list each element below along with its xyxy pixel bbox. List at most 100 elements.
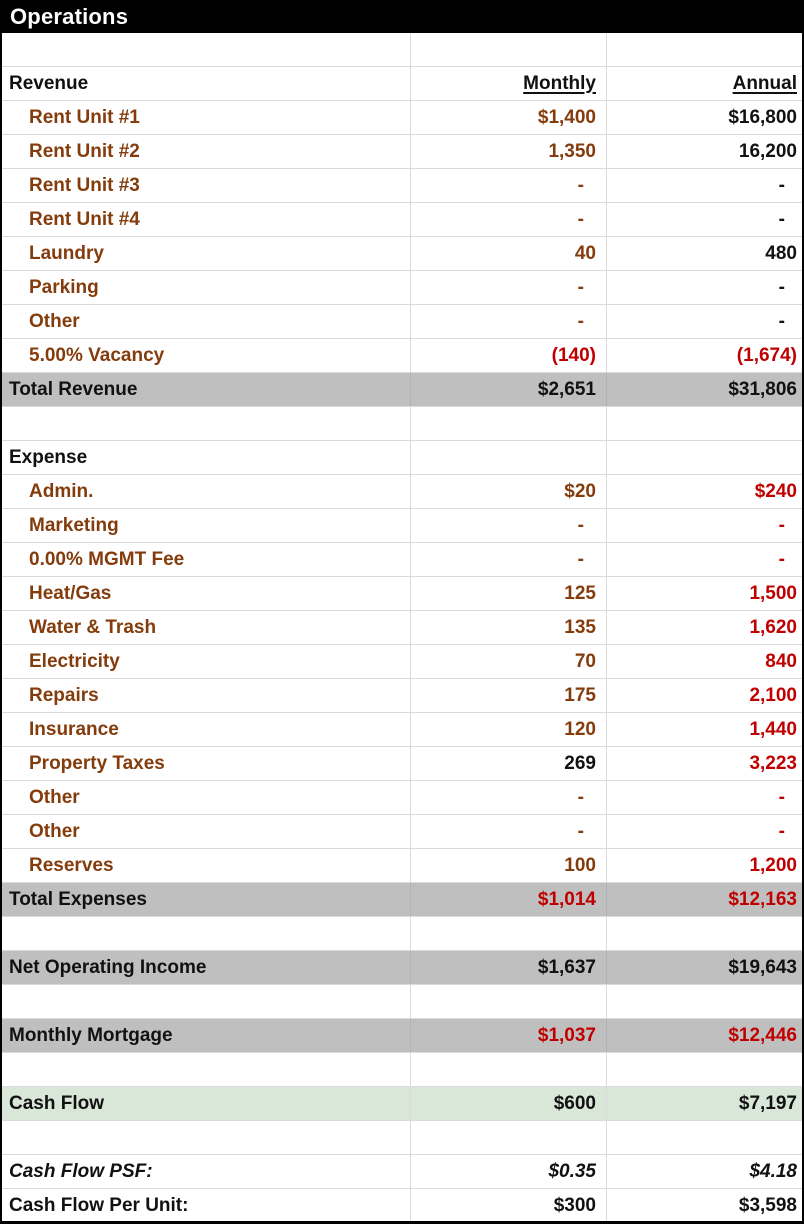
row-label-cell[interactable]: Other	[29, 310, 80, 332]
row-label-cell[interactable]: Laundry	[29, 242, 104, 264]
annual-value-cell[interactable]: $12,163	[606, 883, 802, 916]
annual-value-cell[interactable]: $19,643	[606, 951, 802, 984]
monthly-value-cell[interactable]: -	[410, 781, 606, 814]
annual-value-cell[interactable]: 3,223	[606, 747, 802, 780]
monthly-value-cell[interactable]	[410, 917, 606, 950]
monthly-value-cell[interactable]: 135	[410, 611, 606, 644]
annual-value-cell[interactable]	[606, 407, 802, 440]
annual-value-cell[interactable]	[606, 1053, 802, 1086]
annual-value-cell[interactable]: 1,620	[606, 611, 802, 644]
sheet-title-bar[interactable]: Operations	[2, 0, 802, 33]
annual-value-cell[interactable]: 480	[606, 237, 802, 270]
monthly-value-cell[interactable]: -	[410, 203, 606, 236]
monthly-value-cell[interactable]: -	[410, 509, 606, 542]
annual-value-cell[interactable]: -	[606, 203, 802, 236]
monthly-value-cell[interactable]: 100	[410, 849, 606, 882]
row-label-cell[interactable]	[2, 1121, 410, 1154]
monthly-value-cell[interactable]: (140)	[410, 339, 606, 372]
annual-value-cell[interactable]: -	[606, 509, 802, 542]
monthly-value-cell[interactable]: Monthly	[410, 67, 606, 100]
annual-value-cell[interactable]: 840	[606, 645, 802, 678]
monthly-value-cell[interactable]	[410, 985, 606, 1018]
monthly-value-cell[interactable]: 175	[410, 679, 606, 712]
monthly-value-cell[interactable]: 269	[410, 747, 606, 780]
monthly-value-cell[interactable]: $1,037	[410, 1019, 606, 1052]
monthly-value-cell[interactable]: 40	[410, 237, 606, 270]
row-label-cell[interactable]: Other	[29, 820, 80, 842]
row-label-cell[interactable]: Expense	[9, 446, 88, 468]
annual-value-cell[interactable]	[606, 33, 802, 66]
row-label-cell[interactable]: Cash Flow	[9, 1092, 105, 1114]
monthly-value-cell[interactable]	[410, 1121, 606, 1154]
row-label-cell[interactable]: Water & Trash	[29, 616, 157, 638]
annual-value-cell[interactable]: 2,100	[606, 679, 802, 712]
annual-value-cell[interactable]: 16,200	[606, 135, 802, 168]
monthly-value-cell[interactable]: -	[410, 305, 606, 338]
row-label-cell[interactable]: Electricity	[29, 650, 120, 672]
annual-value-cell[interactable]: -	[606, 543, 802, 576]
row-label-cell[interactable]: Marketing	[29, 514, 119, 536]
row-label-cell[interactable]: Insurance	[29, 718, 119, 740]
monthly-value-cell[interactable]: 70	[410, 645, 606, 678]
annual-value-cell[interactable]: -	[606, 169, 802, 202]
annual-value-cell[interactable]: $4.18	[606, 1155, 802, 1188]
monthly-value-cell[interactable]	[410, 33, 606, 66]
annual-value-cell[interactable]: -	[606, 305, 802, 338]
annual-value-cell[interactable]: $31,806	[606, 373, 802, 406]
row-label-cell[interactable]	[2, 33, 410, 66]
row-label-cell[interactable]: Total Expenses	[9, 888, 147, 910]
monthly-value-cell[interactable]: -	[410, 815, 606, 848]
row-label-cell[interactable]	[2, 1053, 410, 1086]
monthly-value-cell[interactable]: -	[410, 169, 606, 202]
annual-value-cell[interactable]	[606, 441, 802, 474]
monthly-value-cell[interactable]: $1,637	[410, 951, 606, 984]
annual-value-cell[interactable]: -	[606, 271, 802, 304]
row-label-cell[interactable]: 5.00% Vacancy	[29, 344, 165, 366]
monthly-value-cell[interactable]: 1,350	[410, 135, 606, 168]
row-label-cell[interactable]: Parking	[29, 276, 99, 298]
row-label-cell[interactable]: Monthly Mortgage	[9, 1024, 173, 1046]
monthly-value-cell[interactable]: -	[410, 543, 606, 576]
row-label-cell[interactable]	[2, 407, 410, 440]
row-label-cell[interactable]: Other	[29, 786, 80, 808]
annual-value-cell[interactable]: 1,200	[606, 849, 802, 882]
monthly-value-cell[interactable]	[410, 1053, 606, 1086]
monthly-value-cell[interactable]: $1,400	[410, 101, 606, 134]
row-label-cell[interactable]: Total Revenue	[9, 378, 138, 400]
annual-value-cell[interactable]: 1,500	[606, 577, 802, 610]
row-label-cell[interactable]: Admin.	[29, 480, 94, 502]
monthly-value-cell[interactable]	[410, 441, 606, 474]
row-label-cell[interactable]: Cash Flow PSF:	[9, 1160, 153, 1182]
monthly-value-cell[interactable]: $20	[410, 475, 606, 508]
annual-value-cell[interactable]: $7,197	[606, 1087, 802, 1120]
annual-value-cell[interactable]: $12,446	[606, 1019, 802, 1052]
monthly-value-cell[interactable]: $1,014	[410, 883, 606, 916]
row-label-cell[interactable]: Net Operating Income	[9, 956, 207, 978]
row-label-cell[interactable]: Cash Flow Per Unit:	[9, 1194, 189, 1216]
annual-value-cell[interactable]	[606, 917, 802, 950]
row-label-cell[interactable]: 0.00% MGMT Fee	[29, 548, 185, 570]
row-label-cell[interactable]: Rent Unit #4	[29, 208, 140, 230]
monthly-value-cell[interactable]: $300	[410, 1189, 606, 1221]
monthly-value-cell[interactable]: $0.35	[410, 1155, 606, 1188]
row-label-cell[interactable]: Rent Unit #3	[29, 174, 140, 196]
row-label-cell[interactable]: Revenue	[9, 72, 89, 94]
row-label-cell[interactable]: Property Taxes	[29, 752, 165, 774]
annual-value-cell[interactable]: $3,598	[606, 1189, 802, 1221]
annual-value-cell[interactable]: -	[606, 815, 802, 848]
row-label-cell[interactable]: Heat/Gas	[29, 582, 112, 604]
monthly-value-cell[interactable]: -	[410, 271, 606, 304]
row-label-cell[interactable]: Rent Unit #1	[29, 106, 140, 128]
annual-value-cell[interactable]	[606, 1121, 802, 1154]
row-label-cell[interactable]: Reserves	[29, 854, 114, 876]
row-label-cell[interactable]	[2, 917, 410, 950]
row-label-cell[interactable]: Rent Unit #2	[29, 140, 140, 162]
monthly-value-cell[interactable]: 120	[410, 713, 606, 746]
monthly-value-cell[interactable]: 125	[410, 577, 606, 610]
monthly-value-cell[interactable]: $600	[410, 1087, 606, 1120]
annual-value-cell[interactable]: (1,674)	[606, 339, 802, 372]
row-label-cell[interactable]: Repairs	[29, 684, 99, 706]
annual-value-cell[interactable]: Annual	[606, 67, 802, 100]
annual-value-cell[interactable]: -	[606, 781, 802, 814]
annual-value-cell[interactable]: 1,440	[606, 713, 802, 746]
